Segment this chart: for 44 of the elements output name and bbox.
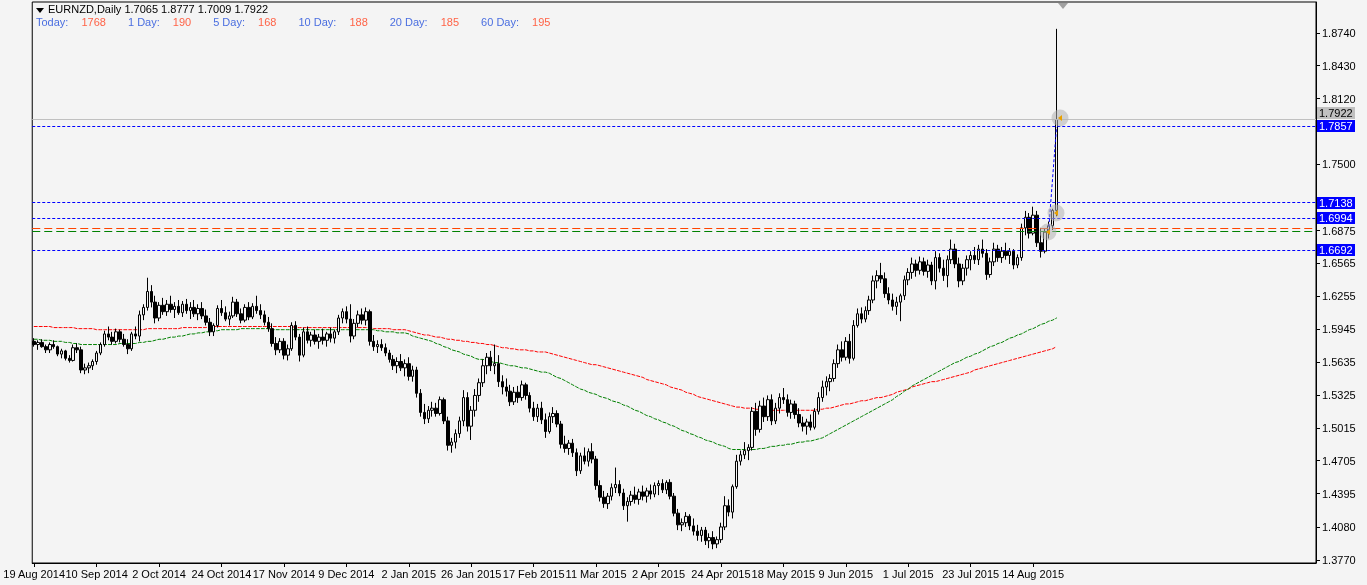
- x-tick-label: 2 Apr 2015: [631, 567, 686, 580]
- x-tick-label: 2 Jan 2015: [381, 567, 437, 580]
- ref-line-label: 1.7922: [1317, 107, 1355, 119]
- chart-title: EURNZD,Daily 1.7065 1.8777 1.7009 1.7922: [48, 3, 269, 15]
- y-tick-label: 1.7500: [1322, 158, 1356, 171]
- y-tick-label: 1.6875: [1322, 224, 1356, 237]
- annotation: 60 Day: 195: [481, 16, 551, 28]
- annotation: 5 Day: 168: [213, 16, 277, 28]
- ref-line-label: 1.7857: [1317, 120, 1355, 132]
- y-tick-label: 1.5635: [1322, 356, 1356, 369]
- annotation: 10 Day: 188: [298, 16, 368, 28]
- x-tick-label: 17 Feb 2015: [502, 567, 565, 580]
- x-tick-label: 1 Jul 2015: [882, 567, 934, 580]
- y-tick-label: 1.8120: [1322, 92, 1356, 105]
- y-tick-label: 1.8740: [1322, 26, 1356, 39]
- x-tick-label: 9 Dec 2014: [318, 567, 375, 580]
- y-tick-label: 1.4705: [1322, 454, 1356, 467]
- y-tick-label: 1.6255: [1322, 290, 1356, 303]
- annotation: 1 Day: 190: [127, 16, 192, 28]
- y-tick-label: 1.5325: [1322, 388, 1356, 401]
- x-tick-label: 9 Jun 2015: [818, 567, 874, 580]
- x-tick-label: 11 Mar 2015: [565, 567, 627, 580]
- x-tick-label: 23 Jul 2015: [942, 567, 1000, 580]
- x-tick-label: 24 Oct 2014: [191, 567, 252, 580]
- y-tick-label: 1.5015: [1322, 421, 1356, 434]
- y-tick-label: 1.4395: [1322, 487, 1356, 500]
- annotation: Today: 1768: [36, 16, 106, 28]
- x-tick-label: 18 May 2015: [751, 567, 816, 580]
- x-tick-label: 19 Aug 2014: [3, 567, 66, 580]
- ref-line-label: 1.6692: [1317, 244, 1355, 256]
- x-tick-label: 2 Oct 2014: [132, 567, 186, 580]
- y-tick-label: 1.6565: [1322, 257, 1356, 270]
- ref-line-label: 1.7138: [1317, 197, 1355, 209]
- x-tick-label: 24 Apr 2015: [691, 567, 751, 580]
- x-tick-label: 14 Aug 2015: [1002, 567, 1064, 580]
- x-tick-label: 10 Sep 2014: [65, 567, 128, 580]
- y-tick-label: 1.8430: [1322, 59, 1356, 72]
- x-tick-label: 17 Nov 2014: [252, 567, 316, 580]
- annotation: 20 Day: 185: [389, 16, 460, 28]
- y-tick-label: 1.3770: [1322, 553, 1356, 566]
- y-tick-label: 1.5945: [1322, 323, 1356, 336]
- y-tick-label: 1.4080: [1322, 520, 1356, 533]
- ref-line-label: 1.6994: [1317, 212, 1355, 224]
- x-tick-label: 26 Jan 2015: [440, 567, 502, 580]
